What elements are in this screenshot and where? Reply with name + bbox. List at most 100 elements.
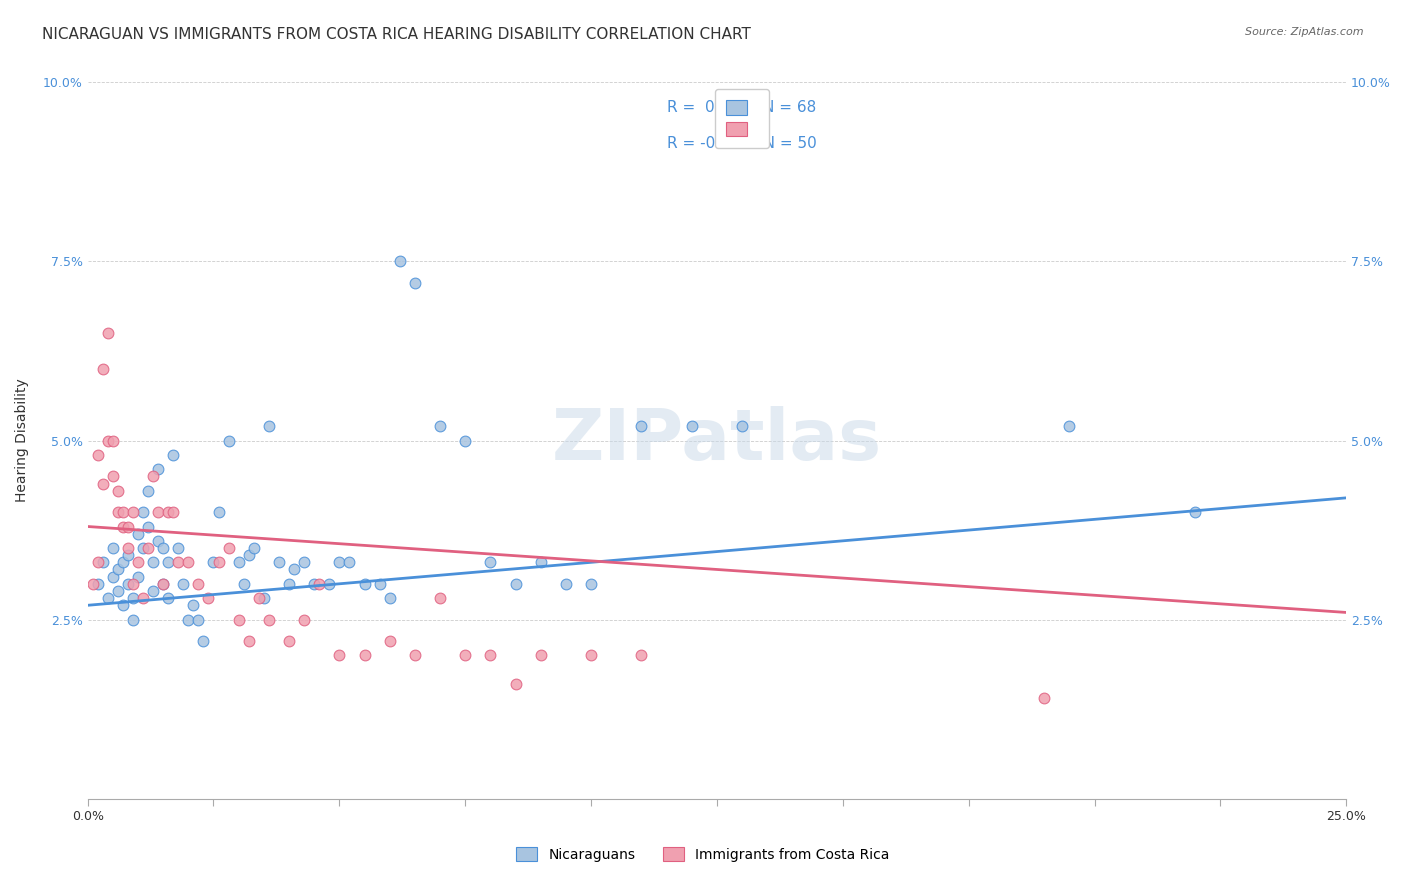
- Point: [193, 634, 215, 648]
- Point: [101, 469, 124, 483]
- Point: [554, 576, 576, 591]
- Point: [378, 591, 401, 606]
- Point: [86, 576, 108, 591]
- Point: [157, 505, 180, 519]
- Point: [122, 591, 145, 606]
- Point: [142, 469, 165, 483]
- Point: [579, 648, 602, 663]
- Point: [308, 576, 330, 591]
- Point: [152, 541, 174, 555]
- Point: [146, 505, 169, 519]
- Point: [136, 541, 159, 555]
- Point: [197, 591, 219, 606]
- Point: [318, 576, 340, 591]
- Point: [152, 576, 174, 591]
- Point: [207, 505, 229, 519]
- Point: [101, 569, 124, 583]
- Text: ZIPatlas: ZIPatlas: [553, 406, 882, 475]
- Point: [202, 555, 225, 569]
- Point: [82, 576, 104, 591]
- Point: [479, 555, 502, 569]
- Point: [91, 555, 114, 569]
- Point: [132, 541, 155, 555]
- Point: [530, 648, 553, 663]
- Point: [257, 419, 280, 434]
- Point: [177, 613, 200, 627]
- Point: [157, 555, 180, 569]
- Point: [1184, 505, 1206, 519]
- Point: [454, 648, 477, 663]
- Point: [177, 555, 200, 569]
- Point: [238, 634, 260, 648]
- Point: [328, 648, 350, 663]
- Point: [292, 555, 315, 569]
- Point: [1033, 691, 1056, 706]
- Point: [111, 505, 134, 519]
- Point: [86, 555, 108, 569]
- Point: [218, 541, 240, 555]
- Point: [681, 419, 703, 434]
- Point: [97, 434, 120, 448]
- Point: [479, 648, 502, 663]
- Point: [228, 613, 250, 627]
- Point: [253, 591, 276, 606]
- Point: [117, 541, 139, 555]
- Point: [86, 448, 108, 462]
- Point: [157, 591, 180, 606]
- Point: [292, 613, 315, 627]
- Point: [328, 555, 350, 569]
- Point: [530, 555, 553, 569]
- Point: [172, 576, 194, 591]
- Point: [107, 562, 129, 576]
- Point: [339, 555, 361, 569]
- Point: [136, 483, 159, 498]
- Point: [117, 576, 139, 591]
- Point: [630, 648, 652, 663]
- Point: [454, 434, 477, 448]
- Point: [731, 419, 754, 434]
- Point: [630, 419, 652, 434]
- Point: [111, 599, 134, 613]
- Point: [283, 562, 305, 576]
- Y-axis label: Hearing Disability: Hearing Disability: [15, 379, 30, 502]
- Point: [132, 591, 155, 606]
- Point: [429, 419, 451, 434]
- Point: [378, 634, 401, 648]
- Text: R = -0.124   N = 50: R = -0.124 N = 50: [668, 136, 817, 151]
- Point: [132, 505, 155, 519]
- Point: [278, 634, 301, 648]
- Point: [101, 541, 124, 555]
- Point: [218, 434, 240, 448]
- Point: [117, 548, 139, 562]
- Point: [107, 505, 129, 519]
- Point: [142, 584, 165, 599]
- Point: [97, 326, 120, 340]
- Point: [207, 555, 229, 569]
- Point: [1059, 419, 1081, 434]
- Point: [136, 519, 159, 533]
- Point: [505, 677, 527, 691]
- Point: [117, 519, 139, 533]
- Point: [505, 576, 527, 591]
- Point: [167, 541, 190, 555]
- Point: [267, 555, 290, 569]
- Point: [91, 476, 114, 491]
- Text: R =  0.150   N = 68: R = 0.150 N = 68: [668, 100, 817, 115]
- Point: [122, 505, 145, 519]
- Point: [101, 434, 124, 448]
- Point: [257, 613, 280, 627]
- Point: [127, 526, 149, 541]
- Point: [302, 576, 325, 591]
- Point: [97, 591, 120, 606]
- Point: [127, 569, 149, 583]
- Point: [404, 276, 426, 290]
- Point: [247, 591, 270, 606]
- Point: [187, 613, 209, 627]
- Text: Source: ZipAtlas.com: Source: ZipAtlas.com: [1246, 27, 1364, 37]
- Point: [146, 533, 169, 548]
- Point: [107, 584, 129, 599]
- Point: [353, 576, 375, 591]
- Point: [111, 555, 134, 569]
- Point: [278, 576, 301, 591]
- Point: [122, 613, 145, 627]
